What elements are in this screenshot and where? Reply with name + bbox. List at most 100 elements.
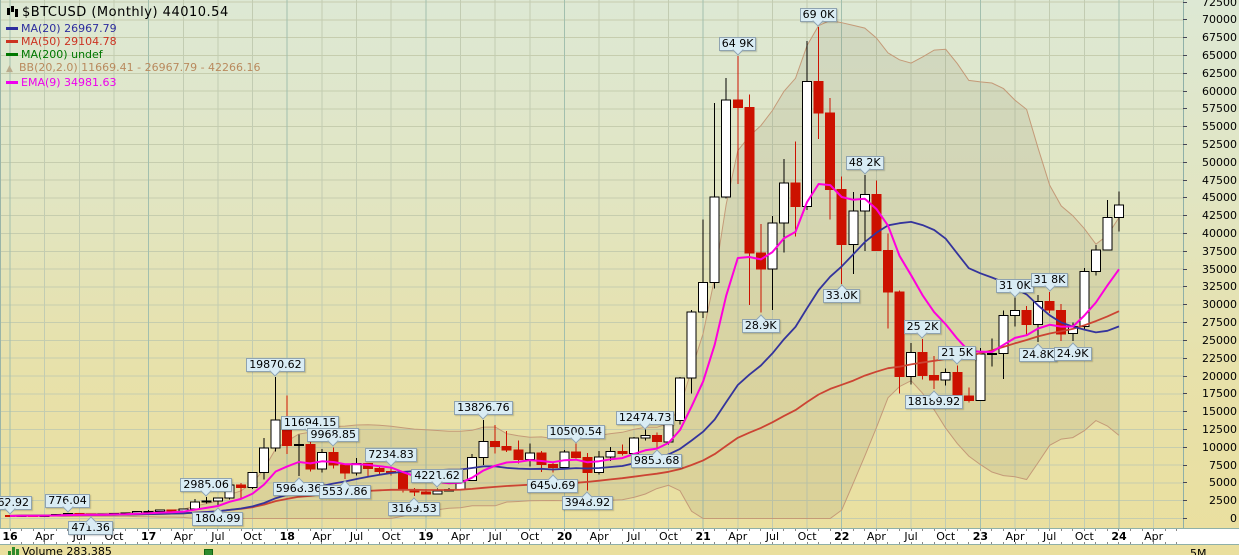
x-axis-month-label: Jul xyxy=(349,530,364,543)
x-axis-tick xyxy=(818,542,819,544)
candle-up xyxy=(432,490,443,495)
x-axis-tick xyxy=(980,529,981,531)
candle-down xyxy=(536,452,547,466)
y-axis-label: 62500 xyxy=(1202,66,1237,80)
y-axis-label: 72500 xyxy=(1202,0,1237,9)
x-axis-tick xyxy=(864,542,865,544)
x-axis-tick xyxy=(298,529,299,531)
candle-up xyxy=(675,377,685,421)
price-label: 1808.99 xyxy=(191,506,244,526)
legend-item-label: MA(200) undef xyxy=(21,48,103,61)
y-axis-tick xyxy=(1183,233,1187,234)
y-axis-tick xyxy=(1183,340,1187,341)
x-axis-month-label: Apr xyxy=(866,530,886,543)
x-axis-tick xyxy=(321,529,322,531)
x-axis-tick xyxy=(391,542,392,544)
x-axis-month-label: Oct xyxy=(658,530,678,543)
x-axis-tick xyxy=(495,542,496,544)
candle-up xyxy=(686,311,697,379)
x-axis-tick xyxy=(564,542,565,544)
x-axis-tick xyxy=(887,542,888,544)
x-axis-tick xyxy=(1153,529,1154,531)
y-axis-tick xyxy=(1183,429,1187,430)
price-label: 7234.83 xyxy=(365,447,417,467)
y-axis-tick xyxy=(1183,518,1187,519)
x-axis-tick xyxy=(310,542,311,544)
x-axis-tick xyxy=(264,529,265,531)
legend-item: MA(50) 29104.78 xyxy=(6,35,261,48)
y-axis-label: 67500 xyxy=(1202,31,1237,45)
x-axis-tick xyxy=(633,542,634,544)
x-axis-tick xyxy=(1176,529,1177,531)
price-label: 471.36 xyxy=(68,516,113,536)
x-axis-tick xyxy=(33,529,34,531)
candle-down xyxy=(340,464,350,474)
x-axis-tick xyxy=(206,529,207,531)
x-axis-tick xyxy=(287,542,288,544)
x-axis-year-label: 17 xyxy=(140,530,157,543)
y-axis-label: 27500 xyxy=(1202,316,1237,330)
plot-left-border xyxy=(0,0,1,528)
bb-band-icon: ▲ xyxy=(6,64,13,74)
volume-legend: Volume 283,385 xyxy=(8,545,112,555)
x-axis-tick xyxy=(1038,542,1039,544)
y-axis-label: 57500 xyxy=(1202,102,1237,116)
price-label: 10500.54 xyxy=(546,424,606,444)
x-axis-tick xyxy=(957,542,958,544)
x-axis-tick xyxy=(680,542,681,544)
x-axis-month-label: Apr xyxy=(312,530,332,543)
legend-item: ▲ BB(20,2.0) 11669.41 - 26967.79 - 42266.… xyxy=(6,61,261,76)
price-label: 69.0K xyxy=(799,7,838,27)
x-axis-tick xyxy=(21,542,22,544)
legend-item: EMA(9) 34981.63 xyxy=(6,76,261,89)
x-axis-tick xyxy=(1061,529,1062,531)
x-axis-tick xyxy=(1072,529,1073,531)
x-axis-tick xyxy=(1061,542,1062,544)
x-axis-tick xyxy=(252,529,253,531)
x-axis-tick xyxy=(622,529,623,531)
x-axis-month-label: Oct xyxy=(381,530,401,543)
candle-down xyxy=(813,81,824,114)
x-axis-tick xyxy=(229,542,230,544)
x-axis-tick xyxy=(726,529,727,531)
x-axis-tick xyxy=(887,529,888,531)
x-axis-tick xyxy=(529,529,530,531)
candle-down xyxy=(501,446,512,451)
x-axis-tick xyxy=(795,542,796,544)
x-axis-month-label: Jul xyxy=(488,530,502,543)
y-axis-label: 7500 xyxy=(1209,458,1237,472)
candle-up xyxy=(1010,309,1020,317)
y-axis-label: 50000 xyxy=(1202,155,1237,169)
x-axis-tick xyxy=(818,529,819,531)
candle-down xyxy=(651,435,662,443)
volume-axis-label: 5M xyxy=(1190,547,1207,555)
candle-down xyxy=(617,450,628,454)
x-axis-tick xyxy=(899,542,900,544)
y-axis-label: 15000 xyxy=(1202,405,1237,419)
price-label: 64.9K xyxy=(718,37,757,56)
x-axis-month-label: Apr xyxy=(589,530,609,543)
x-axis-tick xyxy=(922,542,923,544)
x-axis-tick xyxy=(830,542,831,544)
y-axis-tick xyxy=(1183,197,1187,198)
x-axis-tick xyxy=(645,529,646,531)
x-axis-month-label: Jul xyxy=(1043,530,1057,543)
x-axis-tick xyxy=(287,529,288,531)
y-axis-label: 32500 xyxy=(1202,280,1237,294)
x-axis-tick xyxy=(1095,529,1096,531)
y-axis-tick xyxy=(1183,500,1187,501)
price-label: 3948.92 xyxy=(561,491,614,511)
x-axis-year-label: 19 xyxy=(418,530,434,543)
legend-item-label: BB(20,2.0) 11669.41 - 26967.79 - 42266.1… xyxy=(19,61,261,74)
candles xyxy=(5,27,1124,517)
candle-down xyxy=(547,464,558,468)
x-axis-tick xyxy=(460,529,461,531)
x-axis-tick xyxy=(460,542,461,544)
x-axis-month-label: Apr xyxy=(1144,530,1164,543)
x-axis-tick xyxy=(333,529,334,531)
x-axis-tick xyxy=(472,542,473,544)
price-label: 28.9K xyxy=(741,313,780,333)
candle-up xyxy=(247,471,258,489)
x-axis-tick xyxy=(680,529,681,531)
x-axis-month-label: Oct xyxy=(1074,530,1094,543)
